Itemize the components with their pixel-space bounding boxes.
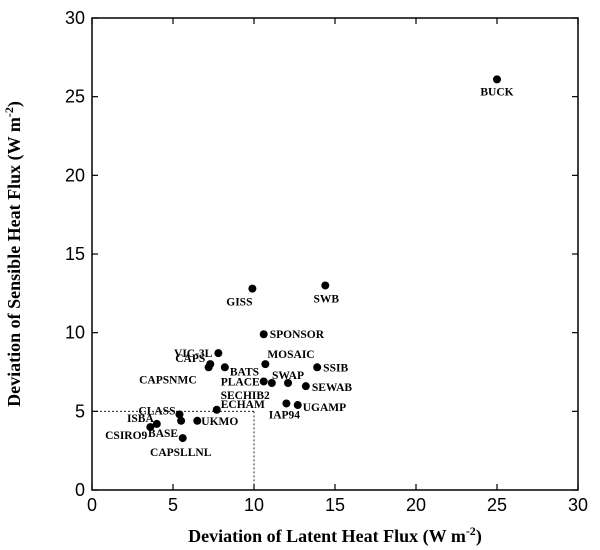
- y-tick-label: 25: [65, 87, 85, 107]
- point-label-iap94: IAP94: [269, 409, 301, 421]
- data-point-vic-3l: [214, 349, 223, 358]
- data-point-swap: [284, 379, 293, 388]
- data-point-capsllnl: [178, 434, 187, 443]
- point-label-ssib: SSIB: [323, 362, 348, 374]
- data-point-ukmo: [193, 416, 202, 425]
- point-label-echam: ECHAM: [221, 399, 265, 411]
- point-label-vic-3l: VIC-3L: [174, 348, 213, 360]
- x-tick-label: 5: [168, 495, 178, 515]
- data-point-isba: [152, 419, 161, 428]
- data-point-ugamp: [293, 401, 302, 410]
- data-point-place: [259, 377, 268, 386]
- y-tick-label: 20: [65, 165, 85, 185]
- data-point-ssib: [313, 363, 322, 372]
- x-axis-title: Deviation of Latent Heat Flux (W m-2): [188, 524, 482, 547]
- x-tick-label: 25: [487, 495, 507, 515]
- point-label-ukmo: UKMO: [201, 416, 238, 428]
- data-point-sponsor: [259, 330, 268, 339]
- data-point-giss: [248, 284, 257, 293]
- data-point-buck: [493, 75, 501, 84]
- x-tick-label: 0: [87, 495, 97, 515]
- y-tick-label: 0: [75, 480, 85, 500]
- point-label-swb: SWB: [313, 293, 339, 305]
- y-tick-label: 30: [65, 8, 85, 28]
- data-point-mosaic: [261, 360, 270, 369]
- y-tick-label: 5: [75, 401, 85, 421]
- point-label-bats: BATS: [230, 366, 259, 378]
- data-point-bats: [220, 363, 229, 372]
- y-axis-title: Deviation of Sensible Heat Flux (W m-2): [2, 101, 25, 407]
- point-label-capsllnl: CAPSLLNL: [150, 447, 212, 459]
- y-tick-label: 15: [65, 244, 85, 264]
- point-label-class: CLASS: [138, 405, 175, 417]
- data-point-sewab: [301, 382, 310, 391]
- x-tick-label: 20: [406, 495, 426, 515]
- point-label-swap: SWAP: [272, 370, 304, 382]
- reference-lines: [92, 410, 255, 490]
- point-label-sechib2: SECHIB2: [221, 390, 270, 402]
- data-point-csiro9: [146, 423, 155, 432]
- data-point-base: [177, 416, 186, 425]
- point-label-giss: GISS: [226, 297, 252, 309]
- point-label-mosaic: MOSAIC: [267, 349, 314, 361]
- data-point-class: [175, 410, 184, 419]
- x-tick-label: 10: [244, 495, 264, 515]
- point-label-place: PLACE: [221, 376, 260, 388]
- y-tick-label: 10: [65, 323, 85, 343]
- point-label-capsnmc: CAPSNMC: [139, 374, 197, 386]
- axis-ticks: 0 5 10 15 20 25 30 0 5 10 15 20 25 30: [65, 8, 588, 515]
- point-label-base: BASE: [148, 428, 178, 440]
- x-tick-label: 30: [568, 495, 588, 515]
- point-label-caps: CAPS: [175, 353, 205, 365]
- data-point-echam: [212, 405, 221, 414]
- data-point-sechib2: [267, 379, 276, 388]
- point-label-isba: ISBA: [127, 413, 155, 425]
- point-label-csiro9: CSIRO9: [105, 430, 147, 442]
- data-point-iap94: [282, 399, 291, 408]
- x-tick-label: 15: [325, 495, 345, 515]
- point-label-ugamp: UGAMP: [303, 402, 346, 414]
- point-label-sewab: SEWAB: [312, 382, 353, 394]
- data-point-swb: [321, 281, 330, 290]
- point-label-buck: BUCK: [480, 86, 513, 98]
- point-label-sponsor: SPONSOR: [270, 329, 325, 341]
- data-point-capsnmc: [204, 363, 213, 372]
